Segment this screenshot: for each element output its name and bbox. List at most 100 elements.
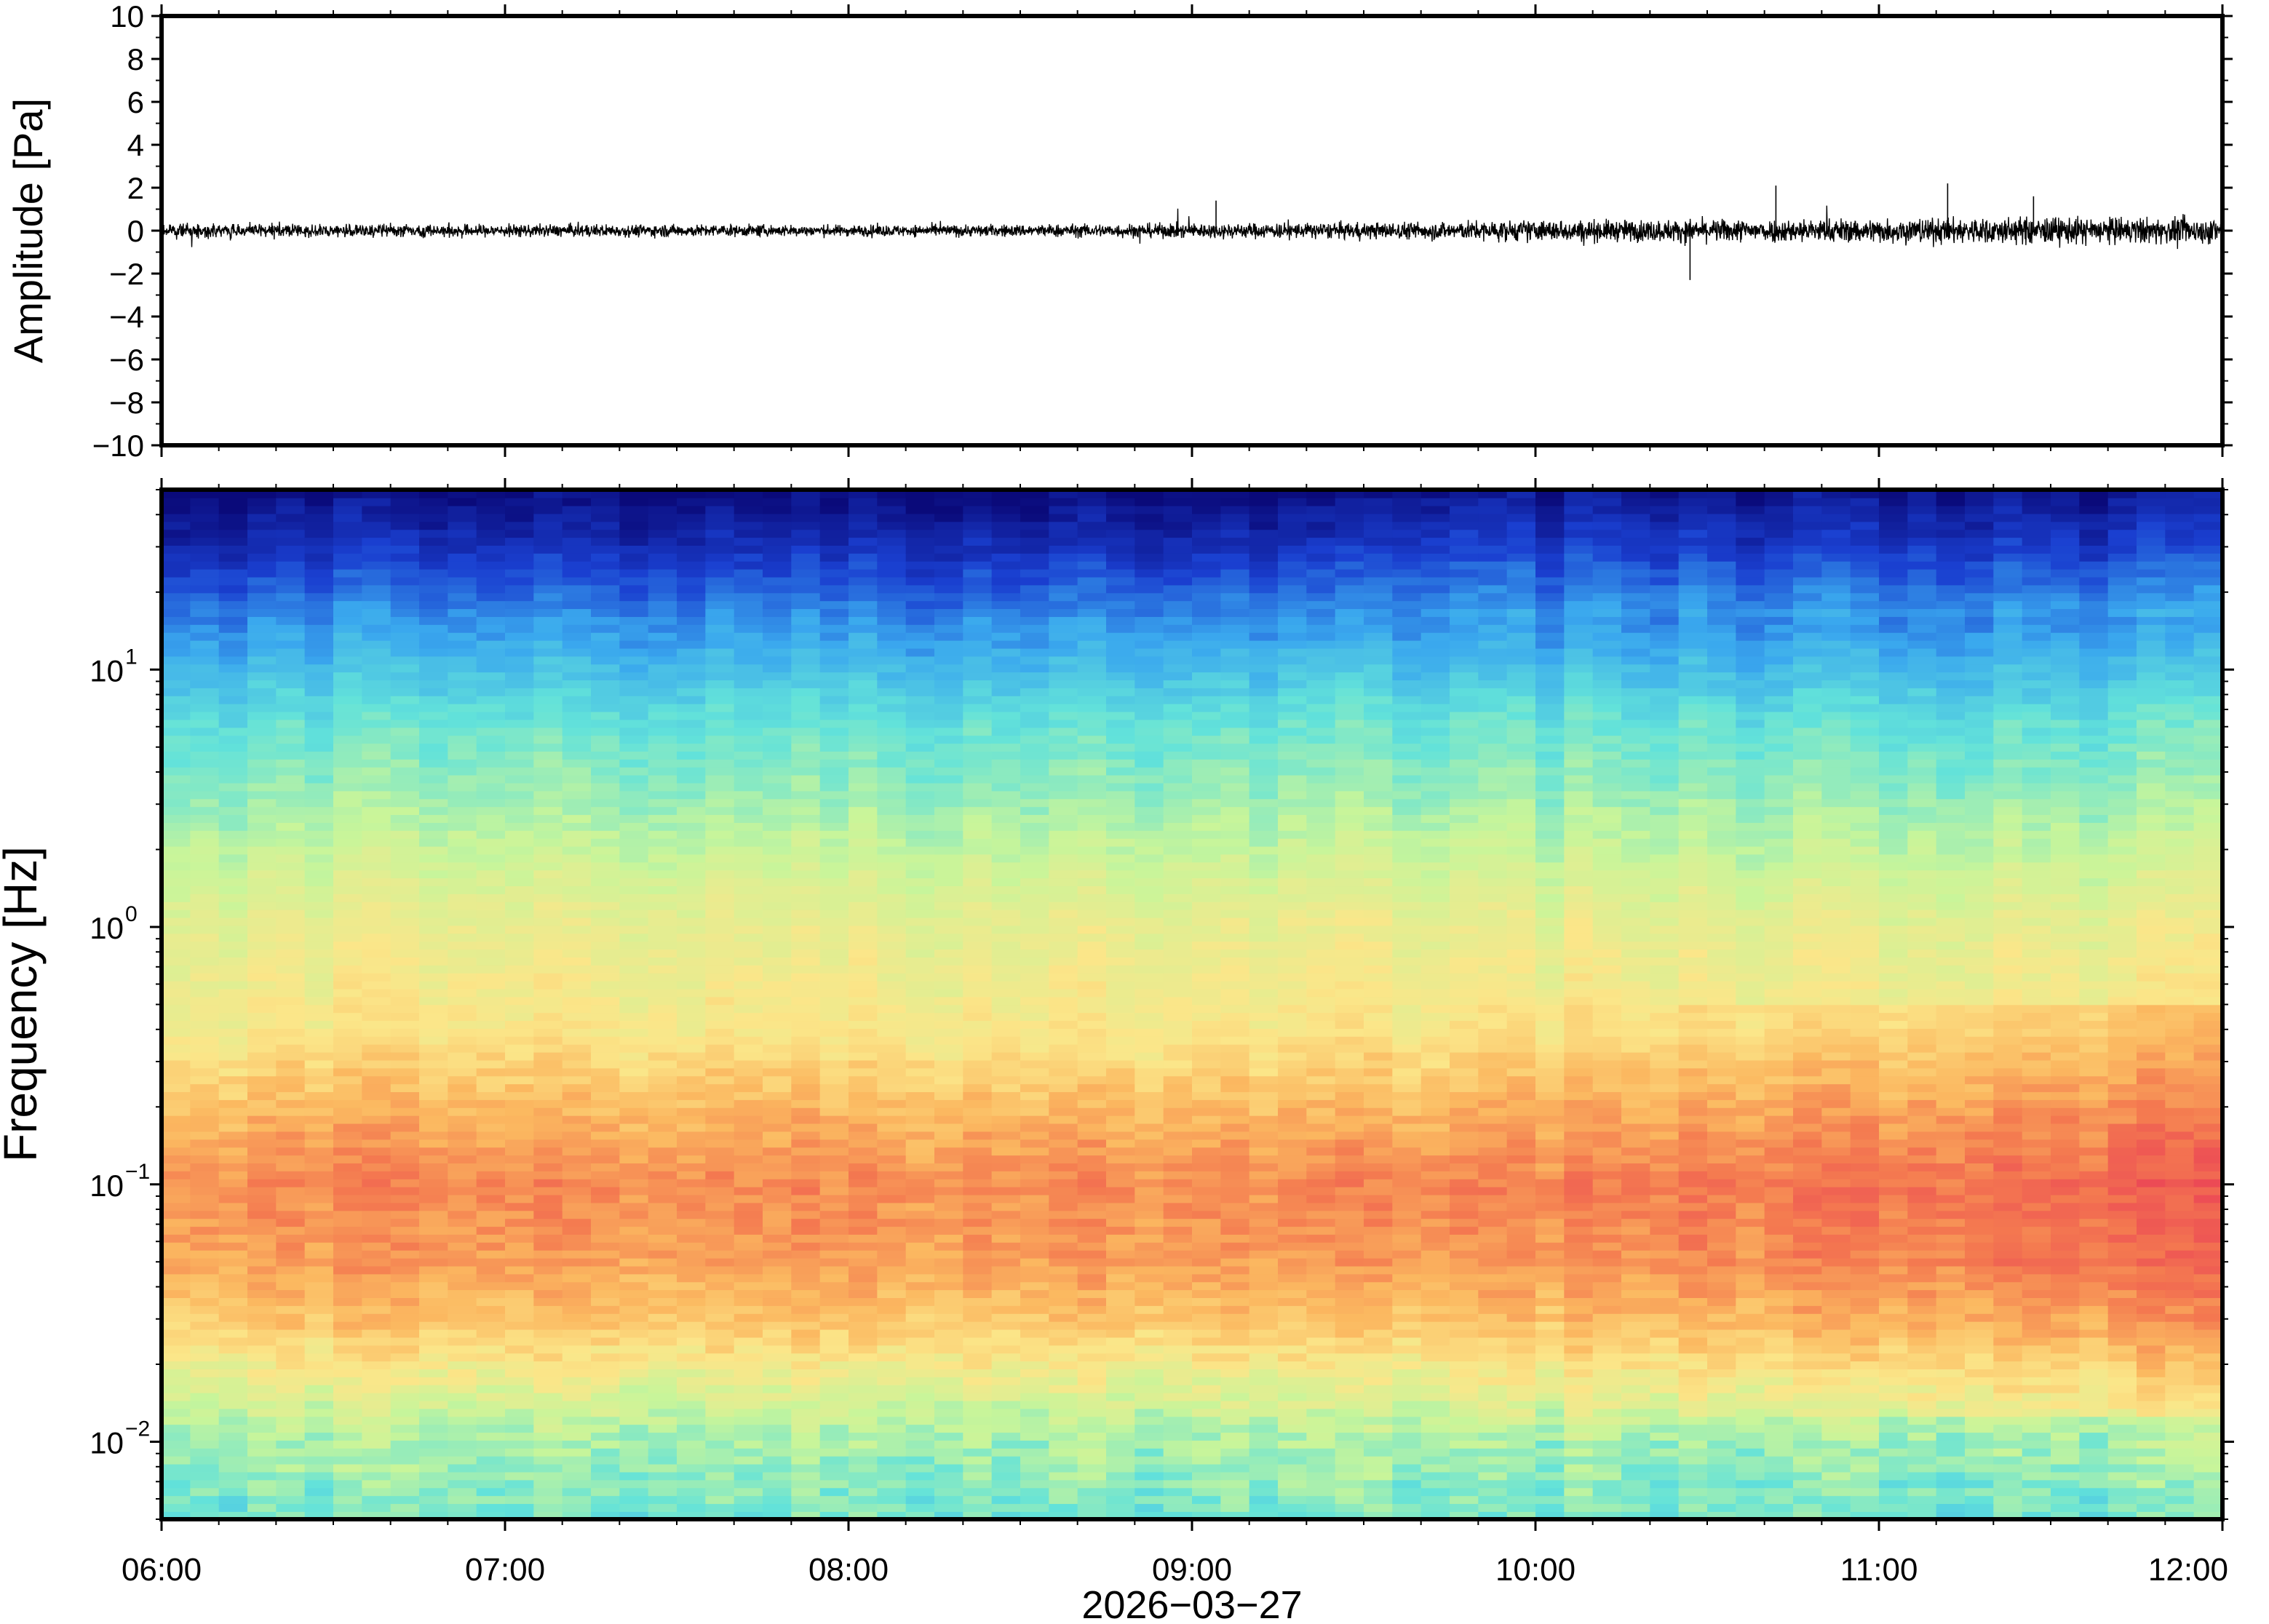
spectrogram-cell <box>905 632 935 641</box>
spectrogram-cell <box>734 1281 763 1291</box>
spectrogram-cell <box>1163 1440 1193 1449</box>
spectrogram-cell <box>619 1416 649 1425</box>
spectrogram-cell <box>533 1479 563 1489</box>
spectrogram-cell <box>276 1479 306 1489</box>
spectrogram-cell <box>533 782 563 792</box>
spectrogram-cell <box>991 901 1021 910</box>
spectrogram-cell <box>791 837 821 847</box>
spectrogram-cell <box>648 790 677 800</box>
spectrogram-cell <box>819 925 849 934</box>
spectrogram-cell <box>162 1249 191 1259</box>
spectrogram-cell <box>362 1234 392 1243</box>
spectrogram-cell <box>677 1432 707 1441</box>
spectrogram-cell <box>1192 656 1222 665</box>
spectrogram-cell <box>276 1210 306 1219</box>
spectrogram-cell <box>677 1455 707 1465</box>
spectrogram-cell <box>763 1329 792 1338</box>
spectrogram-cell <box>1220 1321 1250 1330</box>
spectrogram-cell <box>877 751 907 760</box>
spectrogram-cell <box>333 696 363 704</box>
spectrogram-cell <box>1049 688 1078 696</box>
spectrogram-cell <box>533 806 563 816</box>
spectrogram-cell <box>963 988 993 998</box>
spectrogram-cell <box>304 1210 334 1219</box>
spectrogram-cell <box>162 1234 191 1243</box>
spectrogram-cell <box>819 680 849 688</box>
spectrogram-cell <box>991 1210 1021 1219</box>
spectrogram-cell <box>1134 719 1164 728</box>
spectrogram-cell <box>505 1178 535 1187</box>
spectrogram-cell <box>905 1218 935 1227</box>
spectrogram-cell <box>677 680 707 688</box>
spectrogram-cell <box>963 1479 993 1489</box>
spectrogram-cell <box>390 616 420 625</box>
spectrogram-cell <box>505 1210 535 1219</box>
spectrogram-cell <box>333 782 363 792</box>
spectrogram-cell <box>1020 719 1050 728</box>
spectrogram-cell <box>763 1178 792 1187</box>
spectrogram-cell <box>791 1186 821 1195</box>
spectrogram-cell <box>276 592 306 602</box>
spectrogram-cell <box>190 1305 220 1314</box>
spectrogram-cell <box>333 608 363 617</box>
spectrogram-cell <box>619 917 649 926</box>
spectrogram-cell <box>562 1471 592 1481</box>
spectrogram-cell <box>763 1392 792 1401</box>
spectrogram-cell <box>705 751 735 760</box>
spectrogram-cell <box>533 1028 563 1037</box>
spectrogram-cell <box>304 751 334 760</box>
spectrogram-cell <box>1049 1487 1078 1497</box>
spectrogram-cell <box>934 576 964 586</box>
spectrogram-cell <box>1134 735 1164 744</box>
spectrogram-cell <box>1134 751 1164 760</box>
spectrogram-cell <box>419 719 449 728</box>
spectrogram-cell <box>849 1242 878 1251</box>
spectrogram-cell <box>619 1028 649 1037</box>
spectrogram-cell <box>705 592 735 602</box>
spectrogram-cell <box>934 1194 964 1203</box>
spectrogram-cell <box>1077 648 1107 657</box>
spectrogram-cell <box>419 521 449 530</box>
spectrogram-cell <box>218 584 248 594</box>
spectrogram-cell <box>734 1099 763 1108</box>
spectrogram-cell <box>791 1012 821 1022</box>
spectrogram-cell <box>333 680 363 688</box>
spectrogram-cell <box>505 1004 535 1014</box>
spectrogram-cell <box>390 1265 420 1275</box>
spectrogram-cell <box>190 1051 220 1061</box>
spectrogram-cell <box>419 957 449 966</box>
spectrogram-cell <box>419 901 449 910</box>
spectrogram-cell <box>963 688 993 696</box>
spectrogram-cell <box>362 1455 392 1465</box>
spectrogram-cell <box>1106 1234 1136 1243</box>
spectrogram-cell <box>791 608 821 617</box>
spectrogram-cell <box>505 965 535 974</box>
spectrogram-cell <box>734 1400 763 1409</box>
spectrogram-cell <box>333 553 363 562</box>
spectrogram-cell <box>905 790 935 800</box>
spectrogram-cell <box>476 735 506 744</box>
spectrogram-cell <box>505 1083 535 1093</box>
spectrogram-cell <box>991 560 1021 570</box>
spectrogram-cell <box>247 925 277 934</box>
spectrogram-cell <box>247 1036 277 1045</box>
spectrogram-cell <box>705 711 735 720</box>
spectrogram-cell <box>533 759 563 768</box>
spectrogram-cell <box>991 584 1021 594</box>
spectrogram-cell <box>1106 616 1136 625</box>
spectrogram-cell <box>763 711 792 720</box>
spectrogram-cell <box>448 909 477 918</box>
spectrogram-cell <box>505 584 535 594</box>
spectrogram-cell <box>763 1495 792 1505</box>
spectrogram-cell <box>304 1171 334 1179</box>
spectrogram-cell <box>1134 1511 1164 1519</box>
spectrogram-cell <box>1106 545 1136 554</box>
waveform-frame <box>159 14 2225 447</box>
spectrogram-cell <box>877 782 907 792</box>
spectrogram-cell <box>390 1329 420 1338</box>
spectrogram-cell <box>791 845 821 855</box>
spectrogram-cell <box>648 1448 677 1457</box>
spectrogram-cell <box>247 1226 277 1235</box>
spectrogram-cell <box>419 1036 449 1045</box>
spectrogram-cell <box>362 1424 392 1433</box>
